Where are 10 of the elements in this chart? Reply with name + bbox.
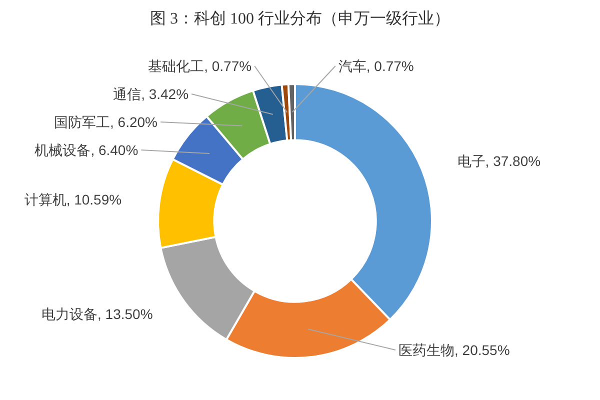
slice-label: 基础化工, 0.77% xyxy=(148,58,252,74)
slice-label: 汽车, 0.77% xyxy=(338,58,414,74)
slice-label: 医药生物, 20.55% xyxy=(398,342,510,358)
slice-label: 机械设备, 6.40% xyxy=(34,142,138,158)
slice-label: 电力设备, 13.50% xyxy=(42,306,153,322)
slice-label: 电子, 37.80% xyxy=(457,153,541,170)
slice-label: 通信, 3.42% xyxy=(113,86,189,102)
slice-label: 国防军工, 6.20% xyxy=(54,114,158,130)
slice-label: 计算机, 10.59% xyxy=(24,192,122,208)
chart-title: 图 3：科创 100 行业分布（申万一级行业） xyxy=(150,10,450,28)
